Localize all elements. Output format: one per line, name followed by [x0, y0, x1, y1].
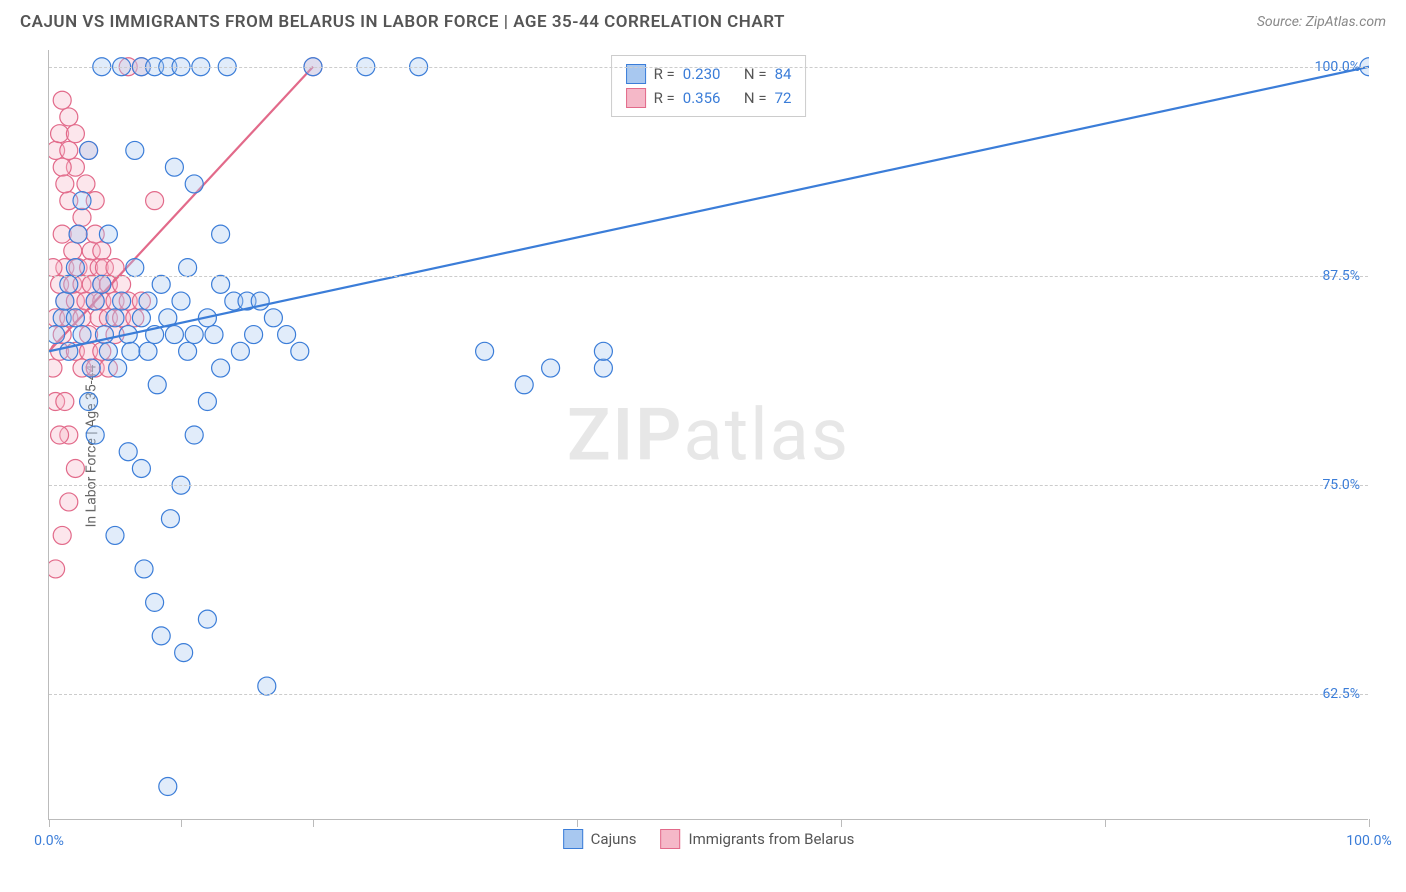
legend-row-cajuns: R = 0.230 N = 84 [626, 62, 792, 86]
x-tick [181, 819, 182, 827]
correlation-legend: R = 0.230 N = 84 R = 0.356 N = 72 [611, 55, 807, 117]
y-tick-label: 100.0% [1315, 59, 1360, 75]
x-tick-label: 0.0% [34, 833, 64, 849]
belarus-swatch-icon [660, 829, 680, 849]
title-bar: CAJUN VS IMMIGRANTS FROM BELARUS IN LABO… [20, 12, 1386, 32]
legend-item-belarus: Immigrants from Belarus [660, 829, 854, 849]
cajuns-swatch-icon [563, 829, 583, 849]
legend-row-belarus: R = 0.356 N = 72 [626, 86, 792, 110]
grid-line [49, 694, 1368, 695]
y-tick-label: 75.0% [1322, 477, 1360, 493]
plot-area: ZIPatlas R = 0.230 N = 84 R = 0.356 N = … [48, 50, 1368, 820]
x-tick [577, 819, 578, 827]
x-tick [841, 819, 842, 827]
x-tick [313, 819, 314, 827]
x-tick [1105, 819, 1106, 827]
chart-container: CAJUN VS IMMIGRANTS FROM BELARUS IN LABO… [0, 0, 1406, 892]
x-tick-label: 100.0% [1346, 833, 1391, 849]
scatter-svg [49, 50, 1369, 820]
y-tick-label: 87.5% [1322, 268, 1360, 284]
grid-line [49, 67, 1368, 68]
belarus-swatch [626, 88, 646, 108]
y-tick-label: 62.5% [1322, 686, 1360, 702]
source-label: Source: ZipAtlas.com [1257, 14, 1386, 30]
legend-item-cajuns: Cajuns [563, 829, 637, 849]
chart-title: CAJUN VS IMMIGRANTS FROM BELARUS IN LABO… [20, 12, 785, 32]
grid-line [49, 485, 1368, 486]
grid-line [49, 276, 1368, 277]
x-tick [1369, 819, 1370, 827]
series-legend: Cajuns Immigrants from Belarus [563, 829, 855, 849]
x-tick [49, 819, 50, 827]
